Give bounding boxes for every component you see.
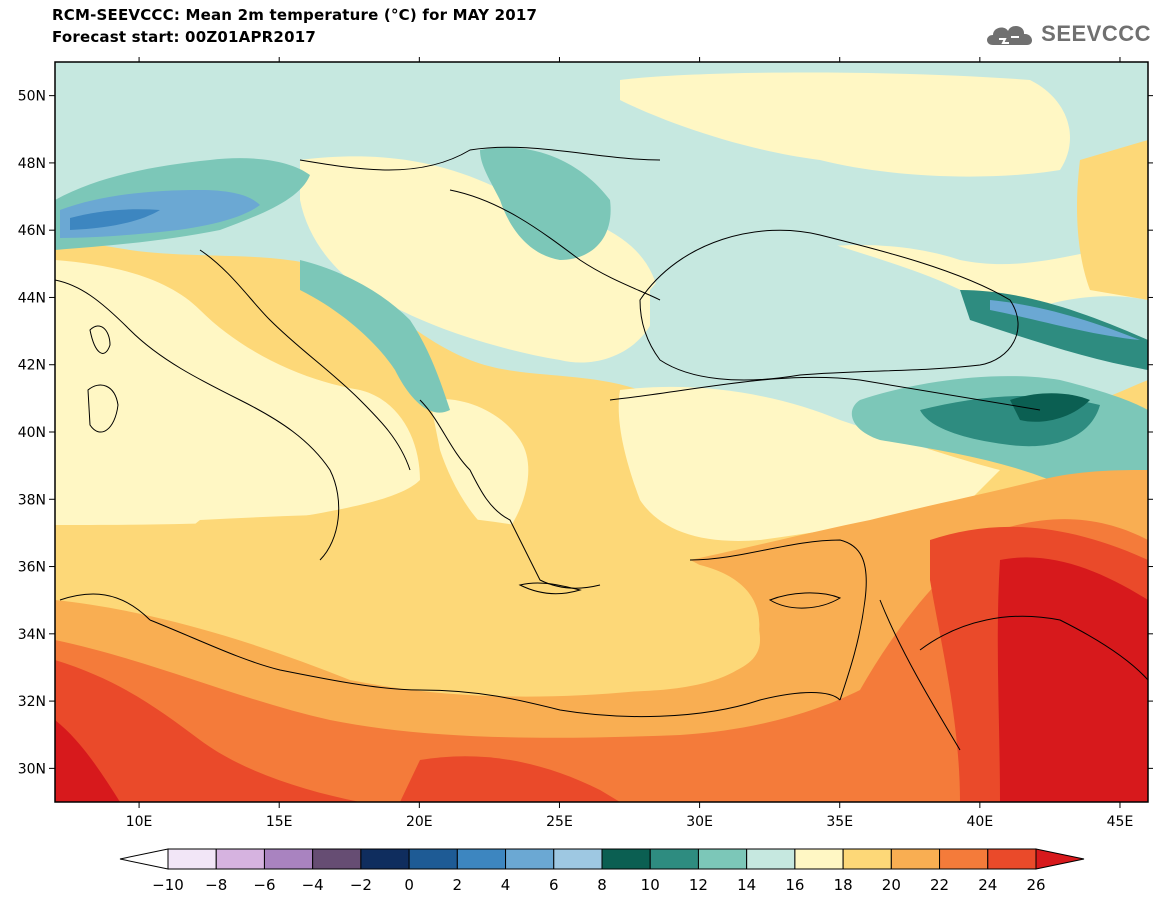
colorbar-swatch (649, 848, 699, 870)
lon-label: 40E (967, 814, 994, 830)
colorbar-label: 12 (689, 876, 708, 894)
colorbar-swatch (215, 848, 265, 870)
colorbar-label: −2 (350, 876, 372, 894)
colorbar-label: 0 (404, 876, 414, 894)
colorbar-label: 26 (1026, 876, 1045, 894)
colorbar-swatch (167, 848, 217, 870)
colorbar-label: 24 (978, 876, 997, 894)
coastlines (55, 146, 1148, 751)
colorbar-label: 10 (641, 876, 660, 894)
colorbar-label: −6 (253, 876, 275, 894)
colorbar-swatch (746, 848, 796, 870)
colorbar-swatch (890, 848, 941, 870)
lat-label: 42N (18, 358, 46, 374)
colorbar-label: 18 (834, 876, 853, 894)
colorbar-arrow-low (119, 848, 169, 870)
logo-text: SEEVCCC (1041, 21, 1151, 46)
colorbar-swatch (456, 848, 507, 870)
colorbar-label: −4 (302, 876, 324, 894)
colorbar-swatch (794, 848, 844, 870)
colorbar-label: 14 (737, 876, 756, 894)
colorbar-label: 2 (453, 876, 463, 894)
colorbar-swatch (601, 848, 651, 870)
colorbar-arrow-high (1035, 848, 1085, 870)
latitude-axis: 50N 48N 46N 44N 42N 40N 38N 36N 34N 32N 30N (18, 89, 1153, 777)
colorbar-swatch (987, 848, 1037, 870)
colorbar-label: 6 (549, 876, 559, 894)
temperature-field (55, 62, 1148, 802)
colorbar-swatch (408, 848, 458, 870)
lat-label: 46N (18, 223, 46, 239)
lat-label: 32N (18, 694, 46, 710)
colorbar-label: −10 (152, 876, 184, 894)
colorbar-label: 4 (501, 876, 511, 894)
colorbar-label: 20 (882, 876, 901, 894)
colorbar: −10 −8 −6 −4 −2 0 2 4 6 8 10 12 14 16 18 20 22 24 26 (119, 848, 1085, 894)
colorbar-swatch (360, 848, 410, 870)
colorbar-label: 8 (597, 876, 607, 894)
lon-label: 35E (826, 814, 853, 830)
forecast-start-label: Forecast start: 00Z01APR2017 (52, 28, 316, 46)
lat-label: 30N (18, 761, 46, 777)
lon-label: 20E (406, 814, 433, 830)
lat-label: 38N (18, 492, 46, 508)
lon-label: 45E (1107, 814, 1134, 830)
lat-label: 36N (18, 560, 46, 576)
longitude-axis: 10E 15E 20E 25E 30E 35E 40E 45E (126, 57, 1134, 830)
colorbar-swatch (697, 848, 748, 870)
colorbar-label: −8 (205, 876, 227, 894)
lat-label: 40N (18, 425, 46, 441)
colorbar-label: 16 (785, 876, 804, 894)
colorbar-swatch (505, 848, 555, 870)
colorbar-label: 22 (930, 876, 949, 894)
lon-label: 30E (686, 814, 713, 830)
lat-label: 48N (18, 156, 46, 172)
colorbar-swatch (312, 848, 362, 870)
seevccc-logo: SEEVCCC (983, 14, 1151, 54)
map-title: RCM-SEEVCCC: Mean 2m temperature (°C) fo… (52, 6, 538, 24)
lon-label: 25E (546, 814, 573, 830)
colorbar-swatch (939, 848, 989, 870)
lon-label: 10E (126, 814, 153, 830)
colorbar-swatch (842, 848, 892, 870)
cloud-logo-icon (987, 25, 1033, 45)
colorbar-swatch (263, 848, 314, 870)
colorbar-swatch (553, 848, 603, 870)
lat-label: 50N (18, 89, 46, 105)
lat-label: 44N (18, 290, 46, 306)
lat-label: 34N (18, 627, 46, 643)
lon-label: 15E (266, 814, 293, 830)
